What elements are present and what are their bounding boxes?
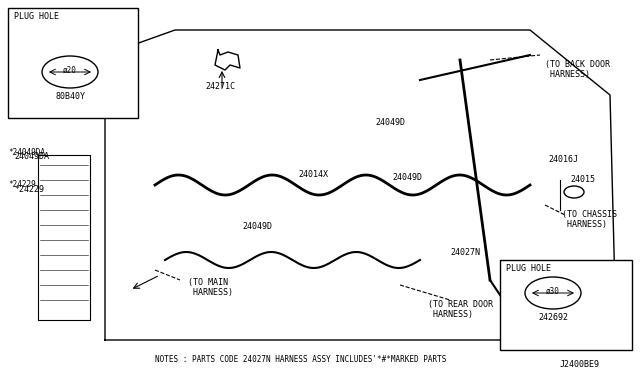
Ellipse shape [564, 186, 584, 198]
Text: PLUG HOLE: PLUG HOLE [14, 12, 59, 21]
Ellipse shape [525, 277, 581, 309]
Text: J2400BE9: J2400BE9 [560, 360, 600, 369]
Text: 80B40Y: 80B40Y [55, 92, 85, 101]
Text: (TO BACK DOOR
 HARNESS): (TO BACK DOOR HARNESS) [545, 60, 610, 79]
Text: *24229: *24229 [14, 185, 44, 194]
Bar [500, 260, 632, 350]
Text: 242692: 242692 [538, 313, 568, 322]
Bar [8, 8, 138, 118]
Text: *24049DA: *24049DA [8, 148, 45, 157]
Text: (TO CHASSIS
 HARNESS): (TO CHASSIS HARNESS) [562, 210, 617, 230]
Text: NOTES : PARTS CODE 24027N HARNESS ASSY INCLUDES'*#*MARKED PARTS: NOTES : PARTS CODE 24027N HARNESS ASSY I… [155, 355, 446, 364]
Text: 24049D: 24049D [392, 173, 422, 182]
Text: (TO REAR DOOR
 HARNESS): (TO REAR DOOR HARNESS) [428, 300, 493, 320]
Text: ø20: ø20 [63, 65, 77, 74]
Text: 24049DA: 24049DA [14, 152, 49, 161]
Text: 24016J: 24016J [548, 155, 578, 164]
Text: PLUG HOLE: PLUG HOLE [506, 264, 551, 273]
Ellipse shape [42, 56, 98, 88]
Text: 24271C: 24271C [205, 82, 235, 91]
Text: 24049D: 24049D [375, 118, 405, 127]
Text: 24014X: 24014X [298, 170, 328, 179]
Text: *24229: *24229 [8, 180, 36, 189]
Text: 24027N: 24027N [450, 248, 480, 257]
Text: 24049D: 24049D [242, 222, 272, 231]
Text: 24015: 24015 [570, 175, 595, 184]
Text: (TO MAIN
 HARNESS): (TO MAIN HARNESS) [188, 278, 233, 297]
Text: ø30: ø30 [546, 286, 560, 295]
